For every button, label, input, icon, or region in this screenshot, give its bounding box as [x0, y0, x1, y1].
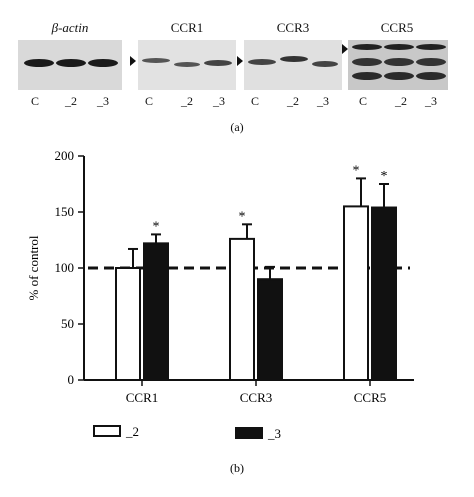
y-axis-label: % of control: [26, 235, 41, 300]
blot-label-ccr3: CCR3: [276, 20, 310, 35]
x-tick-label: CCR1: [126, 390, 159, 405]
bar-ccr1-series-1: [143, 242, 169, 381]
lane-label: _3: [97, 94, 109, 108]
lane-label: C: [30, 94, 39, 108]
y-tick-label: 0: [68, 372, 75, 387]
bar-ccr3-series-0: [229, 237, 255, 381]
lane-label: _2: [395, 94, 407, 108]
y-tick-label: 150: [55, 204, 75, 219]
blot-image-ccr5: [348, 40, 448, 90]
blot-label-ccr1: CCR1: [170, 20, 204, 35]
y-tick-label: 100: [55, 260, 75, 275]
lane-label: _3: [425, 94, 437, 108]
y-tick-label: 50: [61, 316, 74, 331]
bar-ccr5-series-1: [371, 206, 397, 381]
significance-marker: *: [353, 163, 360, 178]
lane-label: _2: [181, 94, 193, 108]
panel-a-caption: (a): [230, 120, 244, 134]
legend-label: _2: [125, 424, 139, 439]
significance-marker: *: [381, 169, 388, 184]
y-tick-label: 200: [55, 148, 75, 163]
legend-swatch: [93, 425, 121, 437]
x-tick-label: CCR3: [240, 390, 273, 405]
blot-label-beta-actin: β-actin: [51, 20, 89, 35]
significance-marker: *: [153, 219, 160, 234]
bar-ccr3-series-1: [257, 278, 283, 382]
panel-b-caption: (b): [230, 461, 244, 475]
lane-label: _2: [287, 94, 299, 108]
blot-image-ccr3: [244, 40, 342, 90]
lane-label: _3: [213, 94, 225, 108]
blot-image-ccr1: [138, 40, 236, 90]
lane-label: _2: [65, 94, 77, 108]
lane-label: C: [144, 94, 153, 108]
band-arrow-icon: [237, 56, 243, 66]
lane-label: C: [250, 94, 259, 108]
band-arrow-icon: [130, 56, 136, 66]
lane-label: C: [358, 94, 367, 108]
lane-label: _3: [317, 94, 329, 108]
significance-marker: *: [239, 209, 246, 224]
legend-label: _3: [267, 426, 281, 441]
bar-ccr5-series-0: [343, 205, 369, 381]
blot-label-ccr5: CCR5: [380, 20, 414, 35]
band-arrow-icon: [342, 44, 348, 54]
legend-swatch: [235, 427, 263, 439]
blot-image-beta-actin: [18, 40, 122, 90]
x-tick-label: CCR5: [354, 390, 387, 405]
bar-ccr1-series-0: [115, 267, 141, 381]
